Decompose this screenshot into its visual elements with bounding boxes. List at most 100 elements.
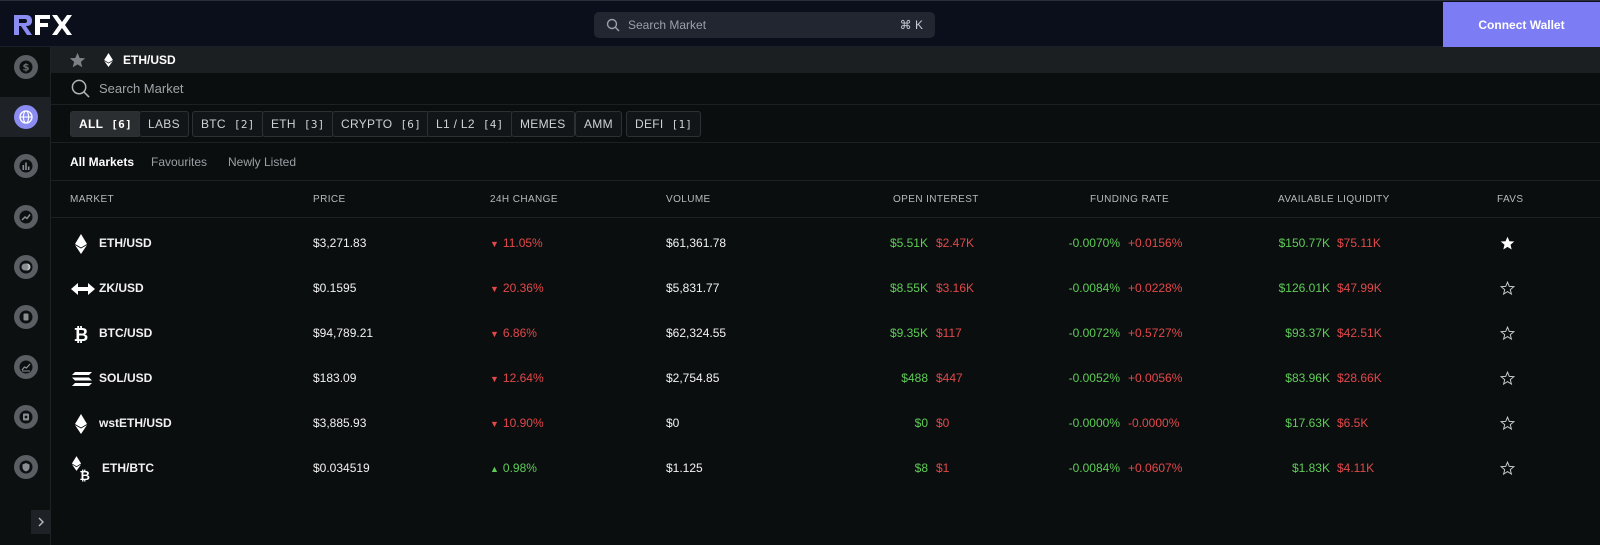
filter-label: ETH bbox=[271, 117, 296, 131]
sidebar-item-pools[interactable] bbox=[0, 247, 51, 287]
sidebar-item-trade[interactable]: $ bbox=[0, 47, 51, 87]
star-filled-icon[interactable] bbox=[1500, 236, 1515, 251]
filter-count: [6] bbox=[111, 117, 133, 131]
filter-label: CRYPTO bbox=[341, 117, 393, 131]
market-search-row bbox=[51, 73, 1600, 105]
sidebar-item-markets[interactable] bbox=[0, 97, 51, 137]
star-outline-icon[interactable] bbox=[1500, 416, 1515, 431]
funding-rate-long: -0.0072% bbox=[1068, 326, 1120, 340]
market-pair[interactable]: ZK/USD bbox=[99, 281, 144, 295]
open-interest-short: $3.16K bbox=[936, 281, 975, 295]
filter-defi[interactable]: DEFI [1] bbox=[626, 111, 702, 137]
market-price: $94,789.21 bbox=[313, 326, 374, 340]
filter-label: MEMES bbox=[520, 117, 566, 131]
filter-label: L1 / L2 bbox=[436, 117, 475, 131]
sidebar-expand-button[interactable] bbox=[31, 510, 51, 534]
table-row[interactable]: ₿ ETH/BTC $0.034519 ▲ 0.98% $1.125 $8 $1 -0.0084… bbox=[51, 447, 1600, 492]
market-pair[interactable]: wstETH/USD bbox=[99, 416, 172, 430]
filter-eth[interactable]: ETH [3] bbox=[262, 111, 334, 137]
top-bar: Search Market ⌘ K Connect Wallet bbox=[0, 0, 1600, 48]
liquidity-short: $42.51K bbox=[1337, 326, 1382, 340]
tab-favourites[interactable]: Favourites bbox=[151, 155, 208, 169]
market-change-value: 6.86% bbox=[502, 326, 537, 340]
triangle-down-icon: ▼ bbox=[490, 239, 499, 249]
selected-market-pair[interactable]: ETH/USD bbox=[123, 53, 176, 67]
sidebar-item-analytics[interactable] bbox=[0, 347, 51, 387]
market-volume: $5,831.77 bbox=[666, 281, 720, 295]
market-pair[interactable]: BTC/USD bbox=[99, 326, 153, 340]
connect-wallet-button[interactable]: Connect Wallet bbox=[1443, 2, 1600, 48]
filter-labs[interactable]: LABS bbox=[139, 111, 189, 137]
col-market[interactable]: MARKET bbox=[70, 194, 115, 205]
open-interest-long: $9.35K bbox=[889, 326, 928, 340]
funding-rate-long: -0.0052% bbox=[1068, 371, 1120, 385]
market-price: $3,271.83 bbox=[313, 236, 367, 250]
filter-memes[interactable]: MEMES bbox=[511, 111, 575, 137]
market-pair[interactable]: ETH/BTC bbox=[102, 461, 154, 475]
market-change-value: 10.90% bbox=[502, 416, 544, 430]
sidebar-item-rewards[interactable] bbox=[0, 297, 51, 337]
col-funding-rate[interactable]: FUNDING RATE bbox=[1090, 194, 1170, 205]
funding-rate-short: +0.0607% bbox=[1128, 461, 1183, 475]
star-outline-icon[interactable] bbox=[1500, 371, 1515, 386]
table-row[interactable]: ZK/USD $0.1595 ▼ 20.36% $5,831.77 $8.55K $3.16… bbox=[51, 267, 1600, 312]
filter-all[interactable]: ALL [6] bbox=[70, 111, 142, 137]
open-interest-short: $447 bbox=[936, 371, 963, 385]
triangle-down-icon: ▼ bbox=[490, 419, 499, 429]
market-pair[interactable]: ETH/USD bbox=[99, 236, 152, 250]
sidebar-item-earn[interactable] bbox=[0, 197, 51, 237]
filter-label: LABS bbox=[148, 117, 180, 131]
table-row[interactable]: ETH/USD $3,271.83 ▼ 11.05% $61,361.78 $5.51K $… bbox=[51, 222, 1600, 267]
reward-icon bbox=[13, 305, 38, 329]
sidebar-item-security[interactable] bbox=[0, 447, 51, 487]
col-24h-change[interactable]: 24H CHANGE bbox=[490, 194, 558, 205]
col-price[interactable]: PRICE bbox=[313, 194, 346, 205]
market-volume: $1.125 bbox=[666, 461, 703, 475]
filter-l1-l2[interactable]: L1 / L2 [4] bbox=[427, 111, 513, 137]
market-volume: $2,754.85 bbox=[666, 371, 720, 385]
filter-label: DEFI bbox=[635, 117, 664, 131]
market-volume: $0 bbox=[666, 416, 680, 430]
triangle-down-icon: ▼ bbox=[490, 329, 499, 339]
star-outline-icon[interactable] bbox=[1500, 461, 1515, 476]
star-outline-icon[interactable] bbox=[1500, 281, 1515, 296]
liquidity-short: $75.11K bbox=[1337, 236, 1381, 250]
col-volume[interactable]: VOLUME bbox=[666, 194, 711, 205]
filter-btc[interactable]: BTC [2] bbox=[192, 111, 264, 137]
market-change-value: 11.05% bbox=[502, 236, 543, 250]
selected-market-bar: ETH/USD bbox=[51, 47, 1600, 73]
market-change-value: 20.36% bbox=[502, 281, 544, 295]
col-available-liquidity[interactable]: AVAILABLE LIQUIDITY bbox=[1278, 194, 1390, 205]
market-change: ▼ 6.86% bbox=[490, 326, 537, 340]
search-icon bbox=[71, 79, 90, 98]
coin-stack-icon bbox=[13, 255, 38, 279]
funding-rate-long: -0.0084% bbox=[1068, 281, 1120, 295]
sidebar-item-vault[interactable] bbox=[0, 397, 51, 437]
sidebar-item-stats[interactable] bbox=[0, 146, 51, 186]
triangle-up-icon: ▲ bbox=[490, 464, 499, 474]
liquidity-short: $4.11K bbox=[1337, 461, 1375, 475]
filter-crypto[interactable]: CRYPTO [6] bbox=[332, 111, 431, 137]
filter-amm[interactable]: AMM bbox=[575, 111, 622, 137]
chevron-right-icon bbox=[38, 517, 44, 527]
tab-all-markets[interactable]: All Markets bbox=[70, 155, 135, 169]
market-pair[interactable]: SOL/USD bbox=[99, 371, 153, 385]
market-change-value: 12.64% bbox=[502, 371, 544, 385]
market-volume: $62,324.55 bbox=[666, 326, 727, 340]
rfx-logo[interactable] bbox=[12, 13, 74, 37]
star-outline-icon[interactable] bbox=[1500, 326, 1515, 341]
global-search[interactable]: Search Market ⌘ K bbox=[594, 12, 935, 38]
tab-newly-listed[interactable]: Newly Listed bbox=[228, 155, 297, 169]
funding-rate-short: +0.5727% bbox=[1128, 326, 1183, 340]
star-icon[interactable] bbox=[69, 52, 86, 69]
funding-rate-long: -0.0084% bbox=[1068, 461, 1120, 475]
col-open-interest[interactable]: OPEN INTEREST bbox=[893, 194, 979, 205]
table-row[interactable]: SOL/USD $183.09 ▼ 12.64% $2,754.85 $488 $447 -0… bbox=[51, 357, 1600, 402]
market-search-input[interactable] bbox=[99, 81, 699, 96]
market-volume: $61,361.78 bbox=[666, 236, 727, 250]
liquidity-long: $1.83K bbox=[1291, 461, 1330, 475]
filter-chips: ALL [6] LABS BTC [2] ETH [3] CRYPTO [6] … bbox=[51, 105, 1600, 143]
market-change: ▼ 10.90% bbox=[490, 416, 544, 430]
table-row[interactable]: ₿ BTC/USD $94,789.21 ▼ 6.86% $62,324.55 $9.35K… bbox=[51, 312, 1600, 357]
table-row[interactable]: wstETH/USD $3,885.93 ▼ 10.90% $0 $0 $0 -0.0000%… bbox=[51, 402, 1600, 447]
